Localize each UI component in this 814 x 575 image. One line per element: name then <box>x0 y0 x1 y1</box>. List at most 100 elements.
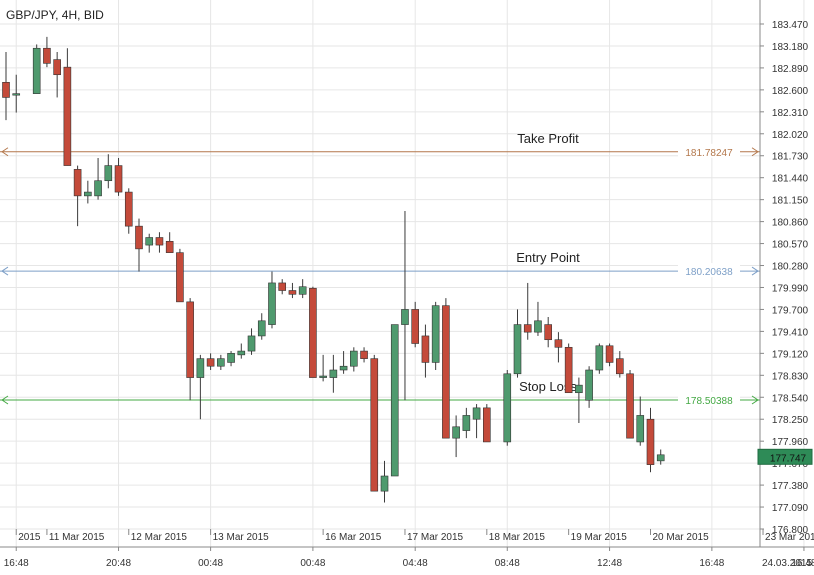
y-tick-label: 178.250 <box>772 415 809 426</box>
level-arrow-right <box>751 395 759 405</box>
y-tick-label: 178.540 <box>772 393 809 404</box>
x-date-label: 20 Mar 2015 <box>652 532 709 543</box>
candle-body <box>534 320 542 333</box>
x-time-label: 16:48 <box>699 558 724 569</box>
candle-body <box>380 475 389 492</box>
price-levels: 181.78247 Take Profit 180.20638 Entry Point… <box>0 131 760 407</box>
candle-body <box>564 346 573 394</box>
candle-body <box>452 426 460 439</box>
candle-body <box>554 339 563 348</box>
x-time-label: 04:48 <box>403 558 428 569</box>
candle-body <box>329 369 338 378</box>
candle-body <box>656 454 665 462</box>
grid-lines <box>0 0 805 547</box>
level-value-bg <box>678 391 740 406</box>
y-tick-label: 182.600 <box>772 86 809 97</box>
candle-body <box>237 350 246 356</box>
y-tick-label: 182.890 <box>772 64 809 75</box>
y-tick-label: 181.440 <box>772 174 809 185</box>
x-date-label: 11 Mar 2015 <box>49 532 105 543</box>
candle-body <box>585 369 593 401</box>
level-annotation: Entry Point <box>516 250 580 265</box>
candle-body <box>370 358 379 492</box>
candle-body <box>575 384 583 394</box>
candle-body <box>63 66 72 166</box>
x-time-label: 16:48 <box>791 558 814 569</box>
candle-body <box>268 282 276 325</box>
candle-body <box>104 165 113 182</box>
current-price-badge <box>757 448 813 465</box>
candle-body <box>605 345 614 363</box>
plot-background <box>0 0 760 547</box>
candle-body <box>503 373 512 443</box>
candle-body <box>513 324 522 375</box>
candle-body <box>401 309 409 325</box>
y-tick-label: 177.960 <box>772 437 809 448</box>
x-time-label: 12:48 <box>597 558 622 569</box>
level-value: 178.50388 <box>685 396 733 407</box>
x-time-label: 20:48 <box>106 558 131 569</box>
candle-body <box>646 418 655 465</box>
level-value: 181.78247 <box>685 148 733 159</box>
level-annotation: Stop Loss <box>519 379 577 394</box>
y-tick-label: 177.090 <box>772 503 809 514</box>
candle-body <box>217 358 225 367</box>
candle-body <box>114 165 123 193</box>
y-tick-label: 180.280 <box>772 262 809 273</box>
x-time-label: 00:48 <box>198 558 223 569</box>
candle-body <box>12 93 21 96</box>
candle-body <box>94 180 102 197</box>
candle-body <box>135 225 143 250</box>
candle-body <box>350 350 358 367</box>
candle-body <box>462 415 471 431</box>
candle-body <box>43 47 51 64</box>
y-tick-label: 179.990 <box>772 283 809 294</box>
candle-body <box>278 282 287 291</box>
candle-body <box>319 375 327 378</box>
level-arrow-left <box>1 266 9 276</box>
candle-body <box>196 358 205 378</box>
x-time-label: 16:48 <box>4 558 29 569</box>
candle-body <box>472 407 481 420</box>
y-tick-label: 181.730 <box>772 152 809 163</box>
candle-body <box>544 324 552 341</box>
y-tick-label: 179.120 <box>772 349 809 360</box>
y-tick-label: 178.830 <box>772 371 809 382</box>
candle-body <box>411 309 420 344</box>
level-value-bg <box>678 263 740 278</box>
level-annotation: Take Profit <box>517 131 579 146</box>
x-date-label: 12 Mar 2015 <box>131 532 188 543</box>
level-value-bg <box>678 143 740 158</box>
candle-body <box>165 240 174 253</box>
candle-body <box>339 365 348 371</box>
y-tick-label: 179.700 <box>772 305 809 316</box>
candle-body <box>298 286 307 295</box>
candle-body <box>2 81 10 98</box>
x-date-label: 16 Mar 2015 <box>325 532 382 543</box>
candle-body <box>483 407 491 443</box>
candle-body <box>442 305 450 439</box>
candle-body <box>124 191 133 227</box>
candle-body <box>615 358 624 375</box>
candle-body <box>247 335 256 352</box>
level-arrow-left <box>1 147 9 157</box>
x-date-label: 19 Mar 2015 <box>571 532 628 543</box>
level-value: 180.20638 <box>685 267 733 278</box>
x-date-label: 2015 <box>18 532 41 543</box>
candle-body <box>431 305 440 363</box>
current-price-label: 177.747 <box>770 453 807 464</box>
candle-body <box>626 373 634 439</box>
x-time-label: 00:48 <box>300 558 325 569</box>
level-arrow-left <box>1 395 9 405</box>
y-tick-label: 176.800 <box>772 525 809 536</box>
candle-body <box>257 320 266 337</box>
candle-body <box>309 287 317 378</box>
y-tick-label: 180.860 <box>772 218 809 229</box>
candle-body <box>32 47 41 94</box>
candle-body <box>390 324 399 477</box>
candle-body <box>636 415 645 443</box>
candle-body <box>155 237 164 246</box>
x-date-label: 17 Mar 2015 <box>407 532 464 543</box>
y-tick-label: 183.180 <box>772 42 809 53</box>
